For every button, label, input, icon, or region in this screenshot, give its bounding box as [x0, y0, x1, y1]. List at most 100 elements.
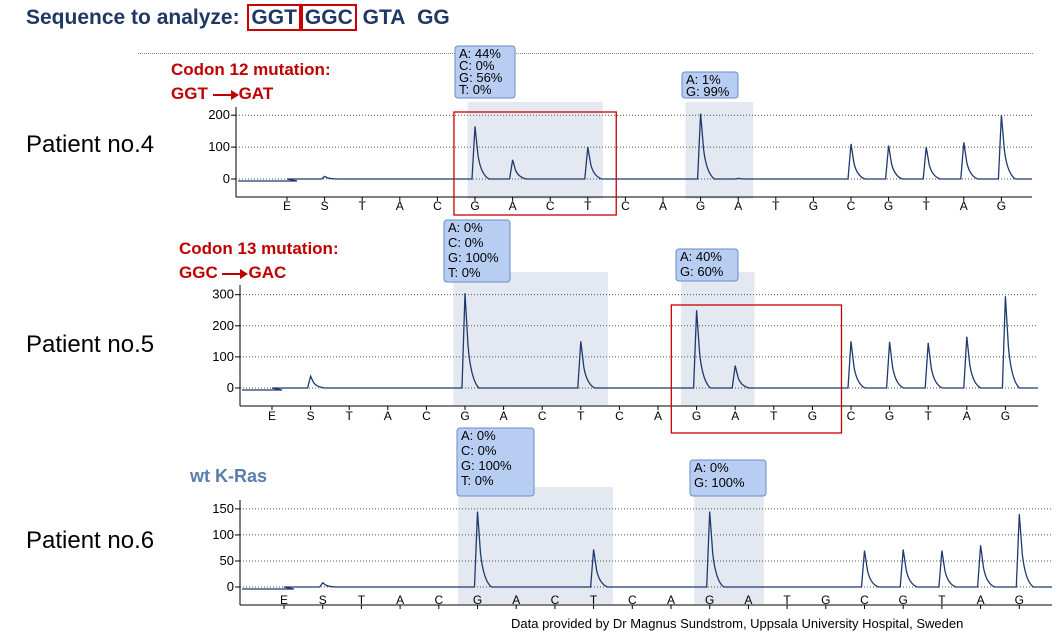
dispensation-letter: G [692, 409, 701, 423]
dispensation-letter: T [359, 199, 367, 213]
dispensation-letter: C [615, 409, 624, 423]
codon13-title: Codon 13 mutation: [179, 239, 339, 258]
highlight-band [694, 487, 764, 604]
mutation-highlight-box [670, 304, 843, 434]
dispensation-letter: E [268, 409, 276, 423]
dispensation-letter: G [470, 199, 479, 213]
arrow-icon [222, 268, 249, 279]
dispensation-letter: C [422, 409, 431, 423]
codon13-to: GAC [248, 263, 287, 282]
dispensation-letter: T [923, 199, 931, 213]
dispensation-letter: G [460, 409, 469, 423]
title-prefix: Sequence to analyze: [26, 6, 240, 29]
allele-percentage-text: T: 0% [459, 82, 492, 97]
dispensation-letter: G [884, 199, 893, 213]
codon12-to: GAT [238, 84, 274, 103]
allele-percentage-text: T: 0% [461, 473, 494, 488]
dispensation-letter: A [731, 409, 739, 423]
codon12-box: GGT [247, 4, 301, 31]
pyrogram-trace [242, 511, 1052, 590]
dispensation-letter: S [319, 593, 327, 607]
dispensation-letter: C [860, 593, 869, 607]
mutation-highlight-box [453, 111, 617, 216]
allele-percentage-text: A: 0% [694, 460, 729, 475]
patient-4-label: Patient no.4 [26, 131, 155, 158]
allele-percentage-text: G: 99% [686, 84, 730, 99]
codon13-box: GGC [300, 4, 357, 31]
y-tick-label: 200 [208, 107, 230, 122]
wt-kras-label: wt K-Ras [190, 466, 268, 486]
allele-percentage-text: C: 0% [459, 58, 495, 73]
allele-percentage-text: A: 40% [680, 249, 722, 264]
allele-percentage-text: A: 44% [459, 46, 501, 61]
allele-percentage-box [454, 45, 516, 99]
sequence-title: Sequence to analyze: GGT GGC GTA GG [26, 4, 450, 31]
dispensation-letter: C [628, 593, 637, 607]
dispensation-letter: T [925, 409, 933, 423]
arrow-icon [212, 89, 239, 100]
pyrogram-trace [238, 113, 1032, 182]
dispensation-letter: A [654, 409, 662, 423]
seq-rest-2: GG [417, 6, 450, 29]
allele-percentage-text: G: 60% [680, 264, 724, 279]
dispensation-letter: G [809, 199, 818, 213]
y-tick-label: 200 [212, 318, 234, 333]
dispensation-letter: G [808, 409, 817, 423]
dispensation-letter: A [384, 409, 392, 423]
allele-percentage-text: C: 0% [461, 443, 497, 458]
dispensation-letter: A [500, 409, 508, 423]
credit-text: Data provided by Dr Magnus Sundstrom, Up… [511, 616, 964, 631]
dispensation-letter: C [847, 199, 856, 213]
allele-percentage-text: A: 0% [461, 428, 496, 443]
y-tick-label: 150 [212, 501, 234, 516]
dispensation-letter: A [744, 593, 752, 607]
dispensation-letter: G [997, 199, 1006, 213]
dispensation-letter: G [705, 593, 714, 607]
allele-percentage-text: A: 1% [686, 72, 721, 87]
dispensation-letter: S [321, 199, 329, 213]
allele-percentage-text: G: 100% [448, 250, 499, 265]
y-tick-label: 100 [212, 527, 234, 542]
dispensation-letter: A [963, 409, 971, 423]
title-separator [138, 53, 1033, 54]
dispensation-letter: G [696, 199, 705, 213]
dispensation-letter: G [885, 409, 894, 423]
allele-percentage-text: C: 0% [448, 235, 484, 250]
dispensation-letter: E [283, 199, 291, 213]
allele-percentage-text: G: 56% [459, 70, 503, 85]
y-tick-label: 0 [223, 171, 230, 186]
codon13-from: GGC [179, 263, 218, 282]
dispensation-letter: G [1015, 593, 1024, 607]
allele-percentage-text: A: 0% [448, 220, 483, 235]
dispensation-letter: A [396, 593, 404, 607]
dispensation-letter: T [346, 409, 354, 423]
dispensation-letter: T [783, 593, 791, 607]
dispensation-letter: C [538, 409, 547, 423]
dispensation-letter: T [770, 409, 778, 423]
allele-percentage-text: G: 100% [461, 458, 512, 473]
patient-6-label: Patient no.6 [26, 527, 155, 554]
dispensation-letter: G [899, 593, 908, 607]
allele-percentage-box [689, 459, 767, 497]
y-tick-label: 300 [212, 287, 234, 302]
dispensation-letter: C [551, 593, 560, 607]
dispensation-letter: T [358, 593, 366, 607]
y-tick-label: 100 [208, 139, 230, 154]
dispensation-letter: T [938, 593, 946, 607]
dispensation-letter: C [433, 199, 442, 213]
codon13-mutation-label: Codon 13 mutation: GGC GAC [179, 237, 339, 285]
y-tick-label: 0 [227, 380, 234, 395]
dispensation-letter: E [280, 593, 288, 607]
y-tick-label: 0 [227, 579, 234, 594]
dispensation-letter: A [734, 199, 742, 213]
allele-percentage-box [675, 248, 739, 282]
dispensation-letter: G [1001, 409, 1010, 423]
dispensation-letter: C [434, 593, 443, 607]
dispensation-letter: A [960, 199, 968, 213]
allele-percentage-text: G: 100% [694, 475, 745, 490]
seq-rest-1: GTA [362, 6, 406, 29]
dispensation-letter: G [473, 593, 482, 607]
allele-percentage-text: T: 0% [448, 265, 481, 280]
dispensation-letter: A [512, 593, 520, 607]
